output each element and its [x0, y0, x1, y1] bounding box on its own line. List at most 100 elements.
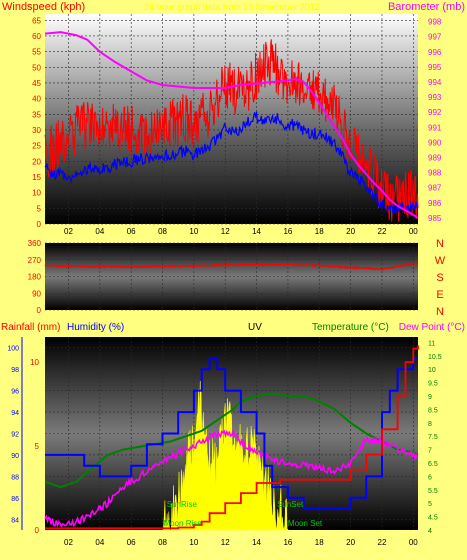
windspeed-tick-label: 5 [37, 204, 42, 213]
temperature-tick-label: 4.5 [428, 515, 438, 522]
barometer-series [44, 31, 419, 219]
time-tick-label: 20 [346, 538, 355, 547]
humidity-tick-label: 94 [11, 410, 19, 417]
windspeed-tick-label: 10 [32, 189, 41, 198]
uv-axis-label: UV [248, 322, 262, 333]
humidity-tick-label: 96 [11, 389, 19, 396]
direction-tick-label: 270 [28, 256, 42, 265]
compass-label: E [436, 289, 443, 301]
temperature-tick-label: 9.5 [428, 381, 438, 388]
rainfall-series [45, 345, 419, 530]
sun-moon-annotations: SunRise SunSet Moon Rise Moon Set [163, 500, 322, 528]
humidity-series [45, 357, 418, 510]
annotation-label: SunRise [167, 500, 198, 509]
wind-direction-series [44, 261, 419, 271]
wind-plot-series [44, 31, 419, 222]
barometer-tick-label: 985 [428, 214, 442, 223]
rainfall-axis-label: Rainfall (mm) [1, 322, 60, 333]
windspeed-tick-label: 35 [32, 110, 41, 119]
wind-direction-plot-area [45, 243, 418, 310]
humidity-tick-label: 90 [11, 453, 19, 460]
temperature-tick-label: 5.5 [428, 488, 438, 495]
barometer-tick-label: 998 [428, 18, 442, 27]
time-tick-label: 10 [189, 227, 198, 236]
barometer-tick-label: 993 [428, 93, 442, 102]
time-tick-label: 02 [64, 538, 73, 547]
humidity-axis-ticks: 84 86 88 90 92 94 96 98 100 [7, 337, 23, 530]
windspeed-tick-label: 20 [32, 157, 41, 166]
temperature-tick-label: 4 [428, 528, 432, 535]
wind-time-axis-ticks: 02 04 06 08 10 12 14 16 18 20 22 00 [64, 227, 418, 236]
rainfall-tick-label: 10 [30, 358, 39, 367]
temperature-series [44, 392, 419, 489]
time-tick-label: 02 [64, 227, 73, 236]
windspeed-tick-label: 45 [32, 79, 41, 88]
barometer-tick-label: 988 [428, 169, 442, 178]
temperature-tick-label: 10 [428, 367, 436, 374]
graph-title: 24 hour graph data from 13 November 2012 [144, 2, 320, 12]
windspeed-tick-label: 50 [32, 63, 41, 72]
temperature-axis-ticks: 4 4.5 5 5.5 6 6.5 7 7.5 8 8.5 9 9.5 10 10.5 11 [428, 340, 442, 535]
time-tick-label: 12 [221, 227, 230, 236]
humidity-tick-label: 100 [7, 346, 19, 353]
temperature-tick-label: 11 [428, 340, 435, 347]
barometer-tick-label: 994 [428, 78, 442, 87]
temperature-tick-label: 5 [428, 501, 432, 508]
annotation-label: Moon Set [288, 519, 323, 528]
time-tick-label: 10 [189, 538, 198, 547]
climate-plot-series [44, 345, 419, 530]
barometer-tick-label: 987 [428, 184, 442, 193]
time-tick-label: 16 [283, 538, 292, 547]
compass-label: N [436, 238, 444, 250]
wind-direction-grid [45, 242, 418, 311]
temperature-tick-label: 7.5 [428, 434, 438, 441]
time-tick-label: 08 [158, 538, 167, 547]
direction-tick-label: 90 [32, 289, 41, 298]
direction-tick-label: 360 [28, 239, 42, 248]
temperature-tick-label: 8.5 [428, 407, 438, 414]
rainfall-tick-label: 5 [35, 442, 40, 451]
wind-gust-series [44, 39, 419, 222]
temperature-tick-label: 9 [428, 394, 432, 401]
dew-point-axis-label: Dew Point (°C) [399, 322, 465, 333]
wind-direction-axis-ticks: 0 90 180 270 360 [28, 239, 42, 315]
time-tick-label: 20 [346, 227, 355, 236]
compass-label: S [436, 272, 443, 284]
time-tick-label: 12 [221, 538, 230, 547]
humidity-tick-label: 98 [11, 367, 19, 374]
time-tick-label: 14 [252, 538, 261, 547]
barometer-axis-label: Barometer (mb) [388, 1, 465, 13]
barometer-tick-label: 992 [428, 108, 442, 117]
dew-point-series [44, 429, 419, 529]
barometer-axis-ticks: 985 986 987 988 989 990 991 992 993 994 995 996 997 9… [428, 18, 442, 223]
time-tick-label: 22 [378, 538, 387, 547]
time-tick-label: 08 [158, 227, 167, 236]
windspeed-tick-label: 30 [32, 126, 41, 135]
barometer-tick-label: 991 [428, 123, 442, 132]
time-tick-label: 04 [95, 227, 104, 236]
time-tick-label: 16 [283, 227, 292, 236]
annotation-label: Moon Rise [163, 519, 202, 528]
humidity-tick-label: 88 [11, 474, 19, 481]
barometer-tick-label: 989 [428, 154, 442, 163]
barometer-tick-label: 996 [428, 48, 442, 57]
windspeed-tick-label: 40 [32, 95, 41, 104]
rainfall-tick-label: 0 [35, 526, 40, 535]
rainfall-axis-ticks: 0 5 10 [30, 358, 39, 535]
time-tick-label: 04 [95, 538, 104, 547]
climate-time-axis-ticks: 02 04 06 08 10 12 14 16 18 20 22 00 [64, 538, 418, 547]
windspeed-axis-ticks: 0 5 10 15 20 25 30 35 40 45 50 55 60 65 [32, 16, 41, 229]
windspeed-tick-label: 55 [32, 48, 41, 57]
time-tick-label: 00 [409, 227, 418, 236]
temperature-axis-label: Temperature (°C) [312, 322, 389, 333]
time-tick-label: 06 [127, 227, 136, 236]
humidity-tick-label: 92 [11, 432, 19, 439]
windspeed-tick-label: 65 [32, 16, 41, 25]
wind-direction-series [44, 261, 419, 271]
humidity-tick-label: 86 [11, 496, 19, 503]
time-tick-label: 18 [315, 538, 324, 547]
wind-average-series [44, 111, 418, 215]
